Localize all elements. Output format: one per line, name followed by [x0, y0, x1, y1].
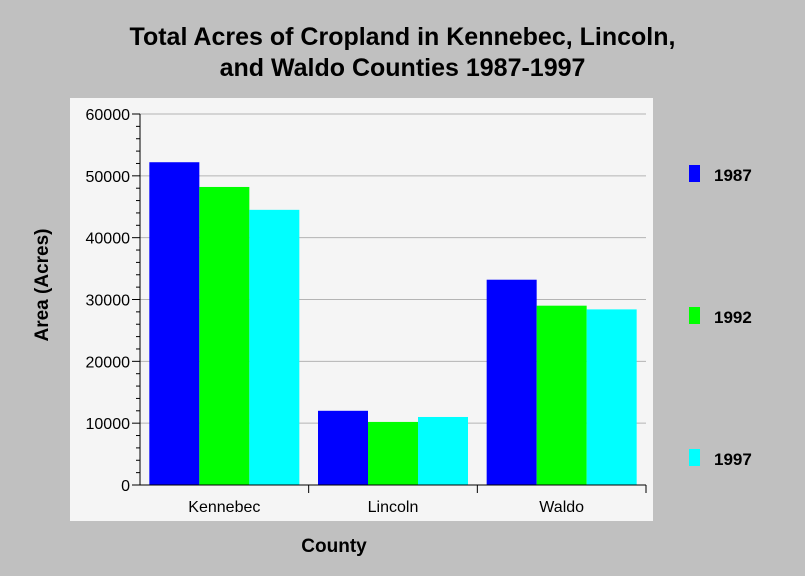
chart-title-line-1: Total Acres of Cropland in Kennebec, Lin…: [129, 23, 676, 51]
legend-label-1987: 1987: [714, 166, 752, 185]
x-tick-labels: Kennebec Lincoln Waldo: [188, 499, 584, 516]
x-tick-label: Waldo: [539, 499, 584, 516]
bar-lincoln-1987: [318, 410, 368, 485]
chart-title: Total Acres of Cropland in Kennebec, Lin…: [0, 22, 805, 84]
bar-kennebec-1987: [149, 162, 200, 486]
y-tick-label: 50000: [86, 169, 131, 186]
legend-swatch-1987: [689, 165, 700, 182]
y-tick-label: 0: [121, 478, 130, 495]
bars: [149, 162, 637, 486]
y-tick-label: 40000: [86, 231, 131, 248]
x-tick-label: Lincoln: [368, 499, 419, 516]
bar-waldo-1992: [536, 305, 587, 485]
legend-label-1997: 1997: [714, 450, 752, 469]
legend-swatch-1992: [689, 307, 700, 324]
bar-waldo-1987: [486, 279, 537, 485]
x-tick-label: Kennebec: [188, 499, 260, 516]
chart-title-line-2: and Waldo Counties 1987-1997: [219, 54, 586, 82]
bar-lincoln-1997: [418, 416, 468, 485]
y-axis-title: Area (Acres): [32, 229, 53, 342]
legend-label-1992: 1992: [714, 308, 752, 327]
y-tick-label: 60000: [86, 107, 131, 124]
bar-lincoln-1992: [368, 421, 418, 485]
legend-swatch-1997: [689, 449, 700, 466]
y-tick-label: 30000: [86, 293, 131, 310]
bar-kennebec-1997: [249, 209, 300, 485]
bar-kennebec-1992: [199, 186, 250, 486]
legend: 1987 1992 1997: [689, 165, 752, 469]
y-tick-label: 10000: [86, 416, 131, 433]
y-tick-label: 20000: [86, 354, 131, 371]
y-tick-labels: 0 10000 20000 30000 40000 50000 60000: [86, 107, 131, 495]
axes: [132, 113, 647, 493]
x-axis-title: County: [301, 536, 367, 557]
bar-waldo-1997: [586, 309, 637, 485]
